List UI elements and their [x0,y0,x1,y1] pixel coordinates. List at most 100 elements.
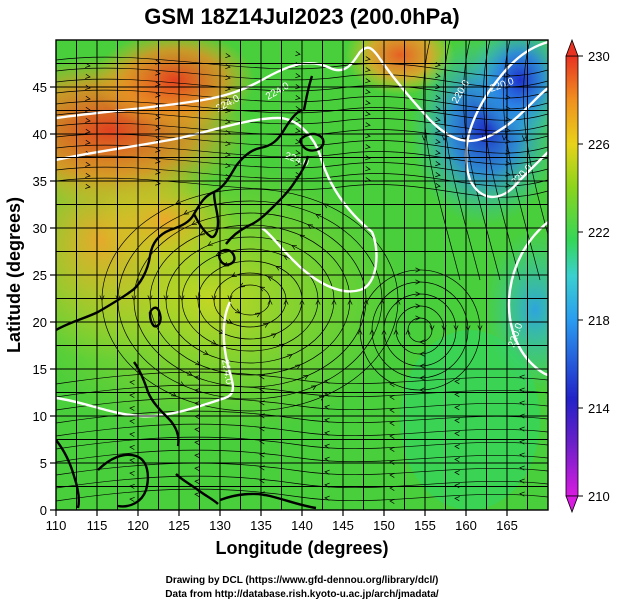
coastline-islands-east [175,473,219,505]
streamline-arrow [429,325,435,331]
streamline-arrow [365,122,371,128]
streamline-arrow [435,172,441,178]
streamline-arrow [155,169,161,175]
streamline-arrow [211,295,217,301]
streamline-arrow [365,56,371,62]
streamline-arrow [131,295,137,301]
streamline-arrow [194,466,200,472]
coastline-philippines [133,361,180,447]
streamline-arrow [179,295,185,301]
streamline-arrow [155,180,161,186]
streamline-arrow [365,100,371,106]
streamline-arrow [275,265,282,271]
streamline-arrow [170,391,177,397]
streamline-arrow [259,387,265,393]
streamline-arrow [393,329,399,335]
credit-line-2: Data from http://database.rish.kyoto-u.a… [165,589,439,600]
streamline [443,40,481,281]
streamline-arrow [286,354,293,359]
streamline-arrow [324,495,330,501]
streamline-arrow [519,374,525,380]
streamline-arrow [295,117,301,123]
streamline-arrow [454,457,460,463]
streamline-arrow [259,413,265,419]
x-tick-label: 120 [127,518,149,533]
streamline-arrow [389,446,395,452]
streamline-arrow [155,81,161,87]
streamline-arrow [519,465,525,471]
streamline-arrow [267,299,273,305]
streamline-arrow [415,267,421,273]
streamline-arrow [85,172,91,178]
streamline-arrow [129,405,135,411]
x-tick-label: 155 [414,518,436,533]
streamline-arrow [226,319,233,324]
streamline-arrow [225,97,231,103]
x-tick-label: 160 [455,518,477,533]
streamline-arrow [129,457,135,463]
streamline-arrow [389,433,395,439]
streamline-arrow [435,150,441,156]
streamline-arrow [419,363,425,369]
streamline-arrow [85,117,91,123]
x-tick-label: 140 [291,518,313,533]
streamline-arrow [259,286,266,292]
streamline-arrow [194,453,200,459]
streamline-arrow [259,478,265,484]
streamline-arrow [129,418,135,424]
streamline-arrow [254,312,261,318]
streamline-arrow [369,329,375,335]
streamline-arrow [347,299,353,305]
streamline-arrow [295,150,301,156]
streamline-arrow [294,364,301,370]
streamline-arrow [365,155,371,161]
streamline-arrow [129,496,135,502]
x-tick-label: 165 [496,518,518,533]
streamline-arrow [155,125,161,131]
streamline [463,40,501,281]
streamline-arrow [129,470,135,476]
colorbar-top-triangle [565,38,579,57]
streamline-arrow [365,67,371,73]
streamline-arrow [283,299,289,305]
streamline-arrow [259,465,265,471]
colorbar-tick-label: 230 [588,49,610,64]
streamline-arrow [501,135,507,141]
streamline-arrow [435,128,441,134]
x-axis-label: Longitude (degrees) [215,538,388,558]
streamline-arrow [307,224,314,229]
streamline-arrow [454,444,460,450]
streamline-arrow [453,325,459,331]
x-tick-label: 130 [209,518,231,533]
streamline-arrow [519,400,525,406]
contour-224-north [56,46,548,143]
streamline-arrow [419,375,425,381]
lat-lon-grid [56,40,548,510]
y-tick-label: 25 [33,268,47,283]
streamline-arrow [85,95,91,101]
streamline-arrow [210,339,217,345]
streamline-arrow [295,73,301,79]
x-tick-label: 150 [373,518,395,533]
y-tick-label: 45 [33,80,47,95]
streamline-arrow [202,350,209,355]
streamline-arrow [363,299,369,305]
coastline-taiwan [148,306,162,328]
streamline-arrow [389,407,395,413]
streamline-arrow [295,161,301,167]
coastline-malaya [56,439,80,509]
streamline-arrow [519,439,525,445]
streamline-arrow [85,128,91,134]
streamline-arrow [454,496,460,502]
streamline-arrow [259,452,265,458]
streamline-arrow [419,351,425,357]
streamline-arrow [186,371,193,376]
colorbar-tick-label: 210 [588,489,610,504]
streamline-arrow [270,333,277,339]
streamline-arrow [262,322,269,328]
coastline-japan-honshu [225,155,310,245]
streamline-arrow [454,431,460,437]
y-tick-label: 40 [33,127,47,142]
streamline-arrow [194,427,200,433]
